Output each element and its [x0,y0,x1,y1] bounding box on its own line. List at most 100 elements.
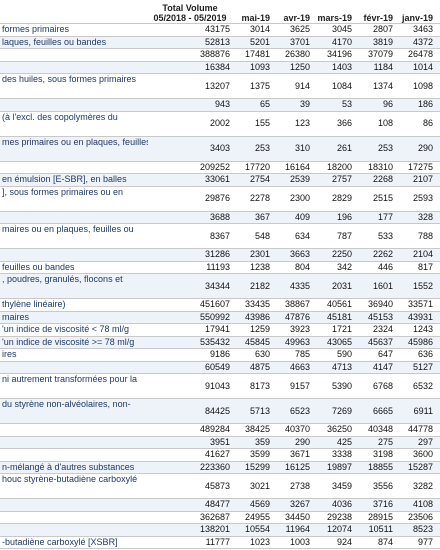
row-label: maires [0,311,148,324]
cell: 4147 [354,361,395,374]
cell: 108 [354,111,395,137]
row-label: 'un indice de viscosité >= 78 ml/g [0,336,148,349]
cell: 3282 [395,473,435,499]
cell: 45845 [232,336,272,349]
cell: 86 [395,111,435,137]
cell: 290 [395,136,435,162]
cell: 32609 [435,423,440,437]
cell: 1259 [232,323,272,337]
row-label-blank [0,423,148,437]
cell: 3193 [435,361,440,374]
cell: 914 [272,73,312,99]
cell: 3459 [312,473,354,499]
table-row: n-mélangé à d'autres substances 223360 152… [0,461,440,474]
cell: 84425 [148,398,232,424]
cell: 3923 [272,323,312,337]
cell: 550992 [148,311,232,324]
cell: 162 [435,136,440,162]
cell: 590 [312,348,354,362]
cell: 1003 [272,536,312,549]
cell: 3021 [232,473,272,499]
row-label: du styrène non-alvéolaires, non- [0,398,148,424]
cell: 425 [312,436,354,449]
cell: 18855 [354,461,395,474]
cell: 874 [354,536,395,549]
cell: 47876 [272,311,312,324]
table-row: mes primaires ou en plaques, feuilles 340… [0,136,440,162]
cell: 5127 [395,361,435,374]
cell: 785 [272,348,312,362]
cell: 5201 [232,36,272,49]
cell: 3599 [232,448,272,462]
cell: 8595 [435,523,440,537]
cell: 1184 [354,61,395,74]
cell: 328 [395,211,435,224]
cell: 38425 [232,423,272,437]
row-label: des huiles, sous formes primaires [0,73,148,99]
cell: 6532 [395,373,435,399]
cell: 1098 [395,73,435,99]
cell: 155 [232,111,272,137]
cell: 2324 [354,323,395,337]
cell: 26380 [272,48,312,62]
cell: 1243 [395,323,435,337]
cell: 634 [272,223,312,249]
cell: 2031 [312,273,354,299]
cell: 446 [354,261,395,274]
cell: 2757 [312,173,354,187]
cell: 3701 [272,36,312,49]
cell: 4372 [395,36,435,49]
cell: 6523 [272,398,312,424]
cell: 28915 [354,511,395,524]
cell: 3863 [435,36,440,49]
cell: 804 [272,261,312,274]
cell: 1932 [435,173,440,187]
cell: 367 [232,211,272,224]
cell: 3951 [148,436,232,449]
cell: 924 [312,536,354,549]
cell: 359 [232,436,272,449]
cell: 6911 [395,398,435,424]
cell: 52813 [148,36,232,49]
row-label: 'un indice de viscosité < 78 ml/g [0,323,148,337]
cell: 767 [435,536,440,549]
row-label-blank [0,61,148,74]
cell: 2104 [395,248,435,262]
table-row: 48477456932674036371641082816 [0,498,440,512]
cell: 5713 [232,398,272,424]
cell: 96 [354,98,395,112]
cell: 49963 [272,336,312,349]
cell: 855 [435,73,440,99]
cell: 16164 [272,161,312,174]
cell: 924 [435,61,440,74]
table-row: thylène linéaire) 451607 33435 38867 40561 36… [0,298,440,312]
cell: 196 [312,211,354,224]
table-row: ni autrement transformées pour la 91043 81… [0,373,440,399]
cell: 1014 [395,61,435,74]
cell: 788 [395,223,435,249]
cell: 3671 [272,448,312,462]
table-row: 'un indice de viscosité < 78 ml/g 17941 12… [0,323,440,337]
cell: 2107 [395,173,435,187]
row-label: (à l'excl. des copolymères du [0,111,148,137]
cell: 33061 [148,173,232,187]
cell: 2300 [272,186,312,212]
cell: 362687 [148,511,232,524]
row-label: feuilles ou bandes [0,261,148,274]
cell: 281 [435,436,440,449]
table-row: 41627359936713338319836002123 [0,448,440,462]
cell: 1375 [232,73,272,99]
cell: 4108 [395,498,435,512]
cell: 45181 [312,311,354,324]
cell: 45873 [148,473,232,499]
cell: 366 [312,111,354,137]
cell: 31286 [148,248,232,262]
table-row: 'un indice de viscosité >= 78 ml/g 535432… [0,336,440,349]
cell: 25092 [435,511,440,524]
cell: 53 [312,98,354,112]
cell: 45986 [395,336,435,349]
cell: 52 [435,111,440,137]
cell: 1403 [312,61,354,74]
cell: 37079 [354,48,395,62]
cell: 647 [354,348,395,362]
